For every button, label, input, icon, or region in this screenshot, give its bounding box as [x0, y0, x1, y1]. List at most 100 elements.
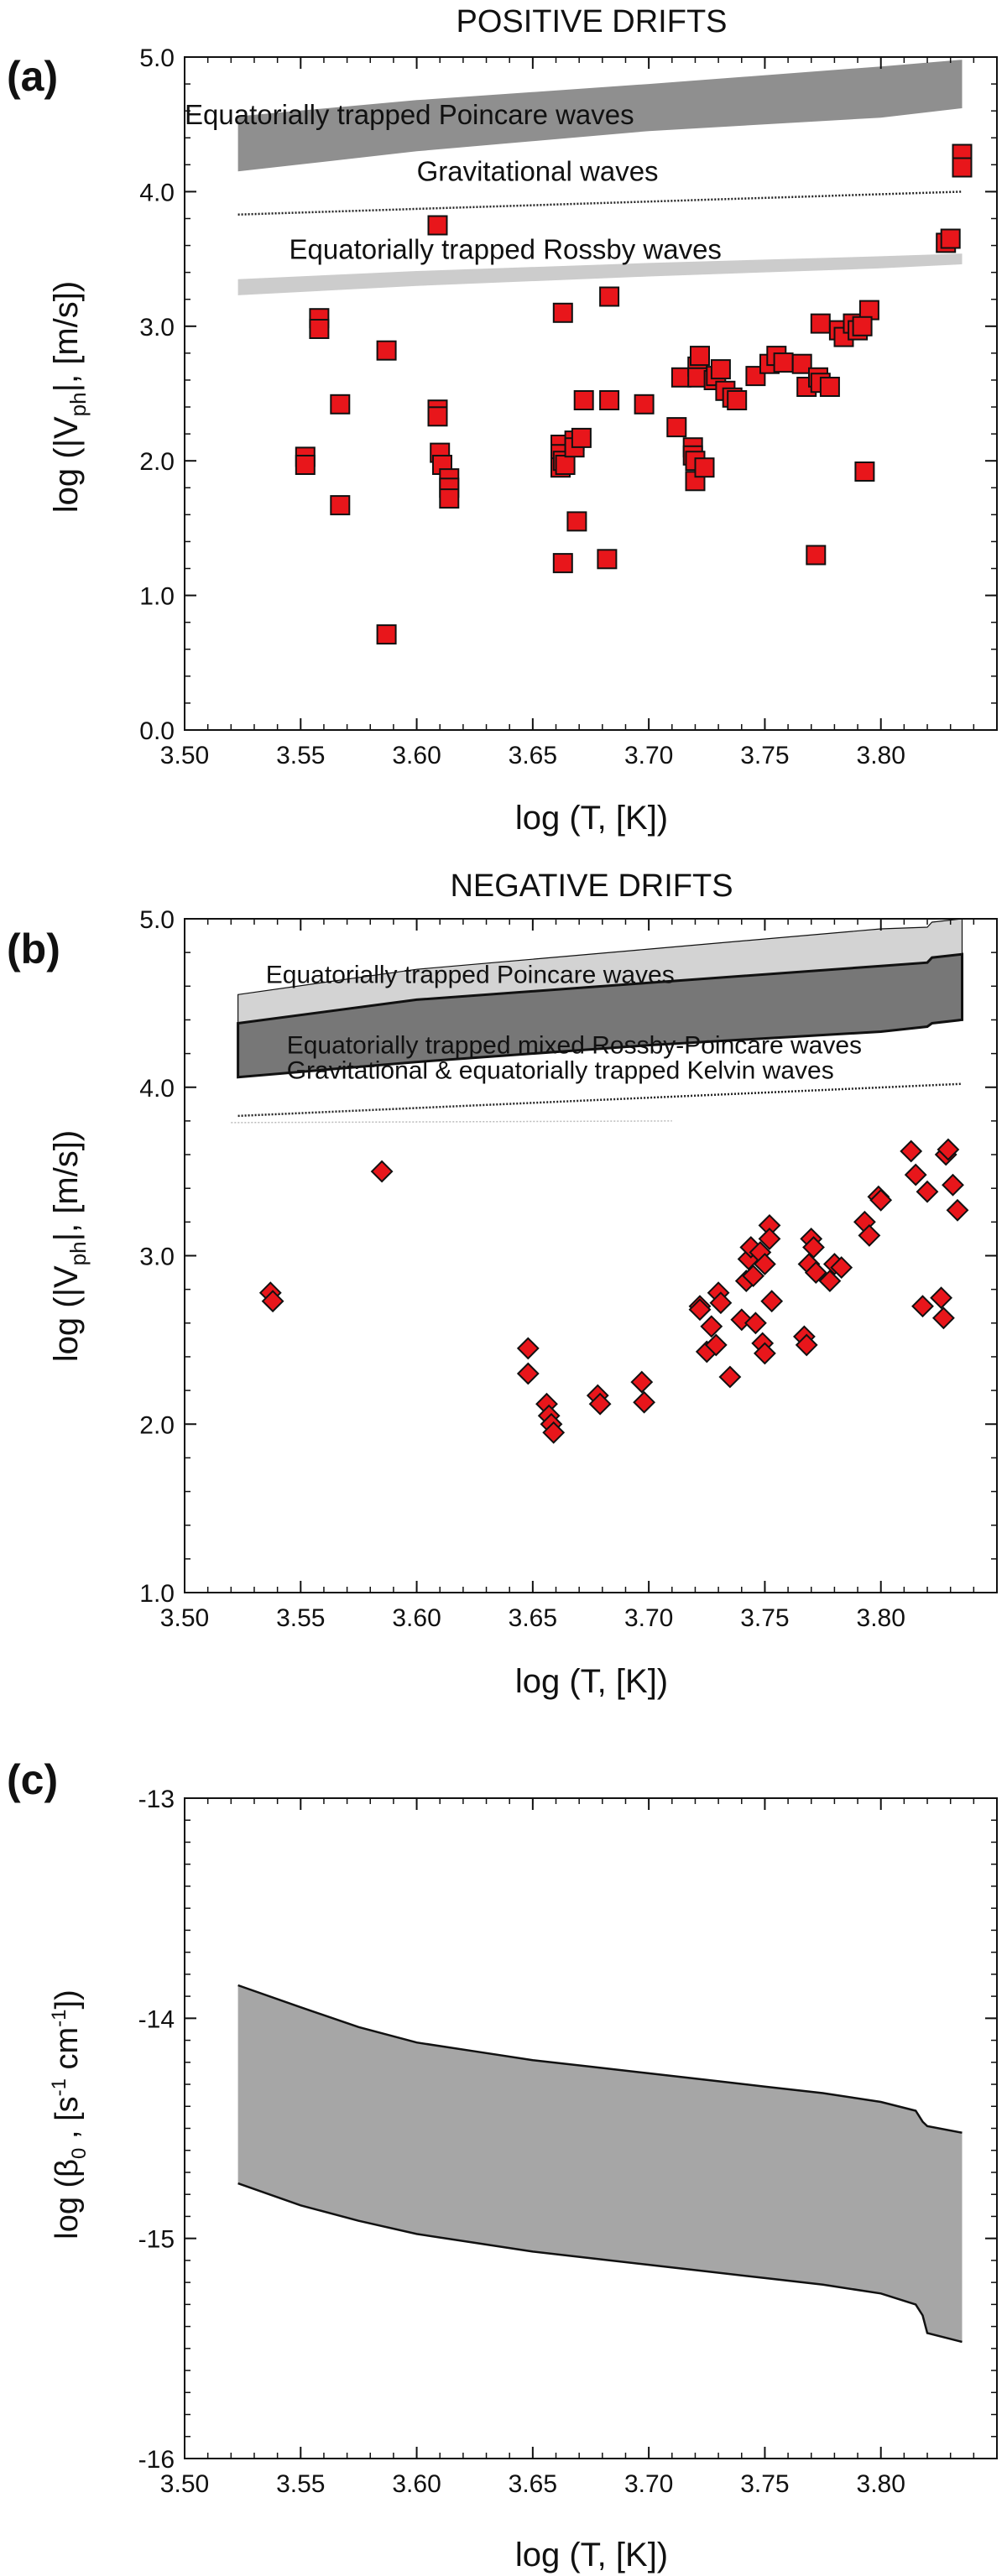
panel-b-point — [946, 1198, 969, 1222]
panel-a-point — [376, 340, 397, 361]
panel-a-point — [806, 545, 827, 566]
panel-b-point — [911, 1295, 934, 1318]
panel-a-x-tick-label: 3.60 — [392, 742, 441, 769]
panel-a-x-axis-label: log (T, [K]) — [515, 800, 668, 837]
panel-a-point — [810, 313, 831, 334]
panel-a-y-tick-label: 1.0 — [139, 583, 175, 611]
panel-a-y-tick-label: 0.0 — [139, 717, 175, 745]
panel-b-x-tick-label: 3.70 — [624, 1604, 673, 1632]
panel-a-point — [599, 286, 620, 307]
panel-b-point — [709, 1291, 733, 1315]
panel-b-point — [818, 1270, 842, 1293]
panel-a-axes: 3.50 3.55 3.60 3.65 3.70 3.75 3.80 0.0 1.0 2.0 3.0… — [139, 44, 998, 769]
panel-b-point — [704, 1333, 728, 1357]
panel-b-y-tick-label: 3.0 — [139, 1244, 175, 1271]
panel-a-x-tick-label: 3.75 — [740, 742, 789, 769]
panel-b-point — [942, 1173, 964, 1197]
panel-b-bands — [237, 918, 963, 1079]
panel-b-point — [931, 1306, 955, 1330]
panel-a-y-tick-label: 2.0 — [139, 448, 175, 476]
panel-b-point — [516, 1337, 540, 1360]
panel-a-plot-frame — [184, 56, 998, 731]
panel-a-annotation-poincare: Equatorially trapped Poincare waves — [185, 99, 634, 130]
panel-c-band-lower-edge — [237, 2182, 963, 2344]
panel-a-x-tick-label: 3.65 — [509, 742, 557, 769]
panel-c-band-fill — [237, 1985, 963, 2342]
panel-b-axes: 3.50 3.55 3.60 3.65 3.70 3.75 3.80 1.0 2.0 3.0 4.0… — [139, 906, 998, 1632]
panel-a-y-tick-label: 5.0 — [139, 44, 175, 72]
panel-a-point — [552, 302, 573, 323]
panel-c-y-tick-label: -15 — [138, 2226, 175, 2254]
panel-a-point — [566, 511, 587, 532]
panel-c-x-tick-label: 3.70 — [624, 2470, 673, 2498]
panel-a-point — [330, 394, 351, 415]
panel-a-point — [940, 228, 961, 249]
panel-a-point — [571, 427, 592, 448]
panel-b-annotations: Equatorially trapped Poincare waves Equa… — [266, 961, 862, 1084]
panel-a-band-rossby — [237, 253, 963, 295]
panel-b-point — [758, 1227, 781, 1250]
panel-b-line-faint-clipped — [231, 1120, 672, 1124]
panel-b-point — [916, 1180, 939, 1203]
panel-a-point — [791, 353, 812, 374]
panel-b-x-tick-label: 3.80 — [857, 1604, 905, 1632]
panel-c-band-upper-edge — [237, 1984, 963, 2134]
panel-a-line-gravitational — [237, 190, 963, 216]
panel-b-x-tick-label: 3.65 — [509, 1604, 557, 1632]
panel-a-point — [773, 352, 794, 373]
panel-a-point — [376, 624, 397, 645]
panel-b-point — [802, 1236, 825, 1259]
panel-b-point — [904, 1163, 927, 1186]
panel-a-y-tick-label: 3.0 — [139, 314, 175, 342]
panel-a-point — [852, 315, 873, 336]
panel-b-point — [630, 1370, 654, 1394]
panel-a-annotation-rossby: Equatorially trapped Rossby waves — [290, 234, 722, 265]
panel-b-point — [760, 1290, 784, 1313]
panel-a-points — [295, 143, 973, 645]
panel-b-y-tick-label: 4.0 — [139, 1075, 175, 1103]
panel-a-point — [573, 390, 594, 410]
panel-b-point — [753, 1253, 776, 1275]
panel-a-title: POSITIVE DRIFTS — [456, 4, 727, 39]
panel-b-y-tick-label: 5.0 — [139, 906, 175, 934]
panel-b-label: (b) — [7, 926, 60, 973]
panel-b-band-mixed-rossby-poincare — [237, 952, 963, 1079]
panel-b-point — [742, 1265, 765, 1288]
panel-b-y-axis-label: log (|Vph|, [m/s]) — [48, 1130, 91, 1362]
panel-a-point — [439, 488, 460, 509]
panel-a-point — [819, 377, 840, 397]
panel-b-x-axis-label: log (T, [K]) — [515, 1663, 668, 1700]
panel-b-point — [516, 1362, 540, 1385]
panel-b-point — [700, 1315, 723, 1338]
panel-a-point — [727, 390, 748, 410]
panel-b-point — [753, 1342, 776, 1365]
panel-b-point — [830, 1256, 853, 1280]
panel-a-label: (a) — [7, 53, 58, 100]
panel-c-beta: (c) 3.50 3.55 3.60 3.65 3.70 3.75 3.80 -16 -15 -1… — [7, 1756, 998, 2573]
panel-a-point — [309, 319, 330, 339]
panel-c-x-tick-label: 3.55 — [276, 2470, 325, 2498]
panel-b-title: NEGATIVE DRIFTS — [450, 868, 733, 904]
panel-b-x-tick-label: 3.50 — [160, 1604, 209, 1632]
panel-b-annotation-mixed-rossby-poincare: Equatorially trapped mixed Rossby-Poinca… — [287, 1032, 862, 1060]
panel-b-point — [900, 1139, 923, 1163]
panel-c-x-tick-label: 3.80 — [857, 2470, 905, 2498]
panel-a-point — [552, 553, 573, 574]
panel-a-band-poincare — [237, 60, 963, 172]
panel-b-line-gravitational-kelvin — [237, 1082, 963, 1118]
panel-b-negative-drifts: (b) NEGATIVE DRIFTS Equatorially trapped… — [7, 868, 998, 1700]
panel-b-lines — [231, 1082, 963, 1124]
panel-b-point — [633, 1390, 656, 1414]
panel-b-point — [542, 1421, 566, 1444]
panel-c-x-tick-label: 3.50 — [160, 2470, 209, 2498]
panel-a-x-tick-label: 3.50 — [160, 742, 209, 769]
panel-a-point — [597, 549, 618, 570]
panel-a-point — [634, 394, 655, 415]
panel-b-point — [804, 1261, 827, 1285]
panel-a-point — [295, 455, 316, 475]
panel-a-point — [427, 406, 448, 427]
panel-a-point — [854, 461, 875, 482]
panel-c-x-tick-label: 3.60 — [392, 2470, 441, 2498]
panel-b-y-tick-label: 1.0 — [139, 1580, 175, 1608]
panel-a-y-tick-label: 4.0 — [139, 179, 175, 206]
